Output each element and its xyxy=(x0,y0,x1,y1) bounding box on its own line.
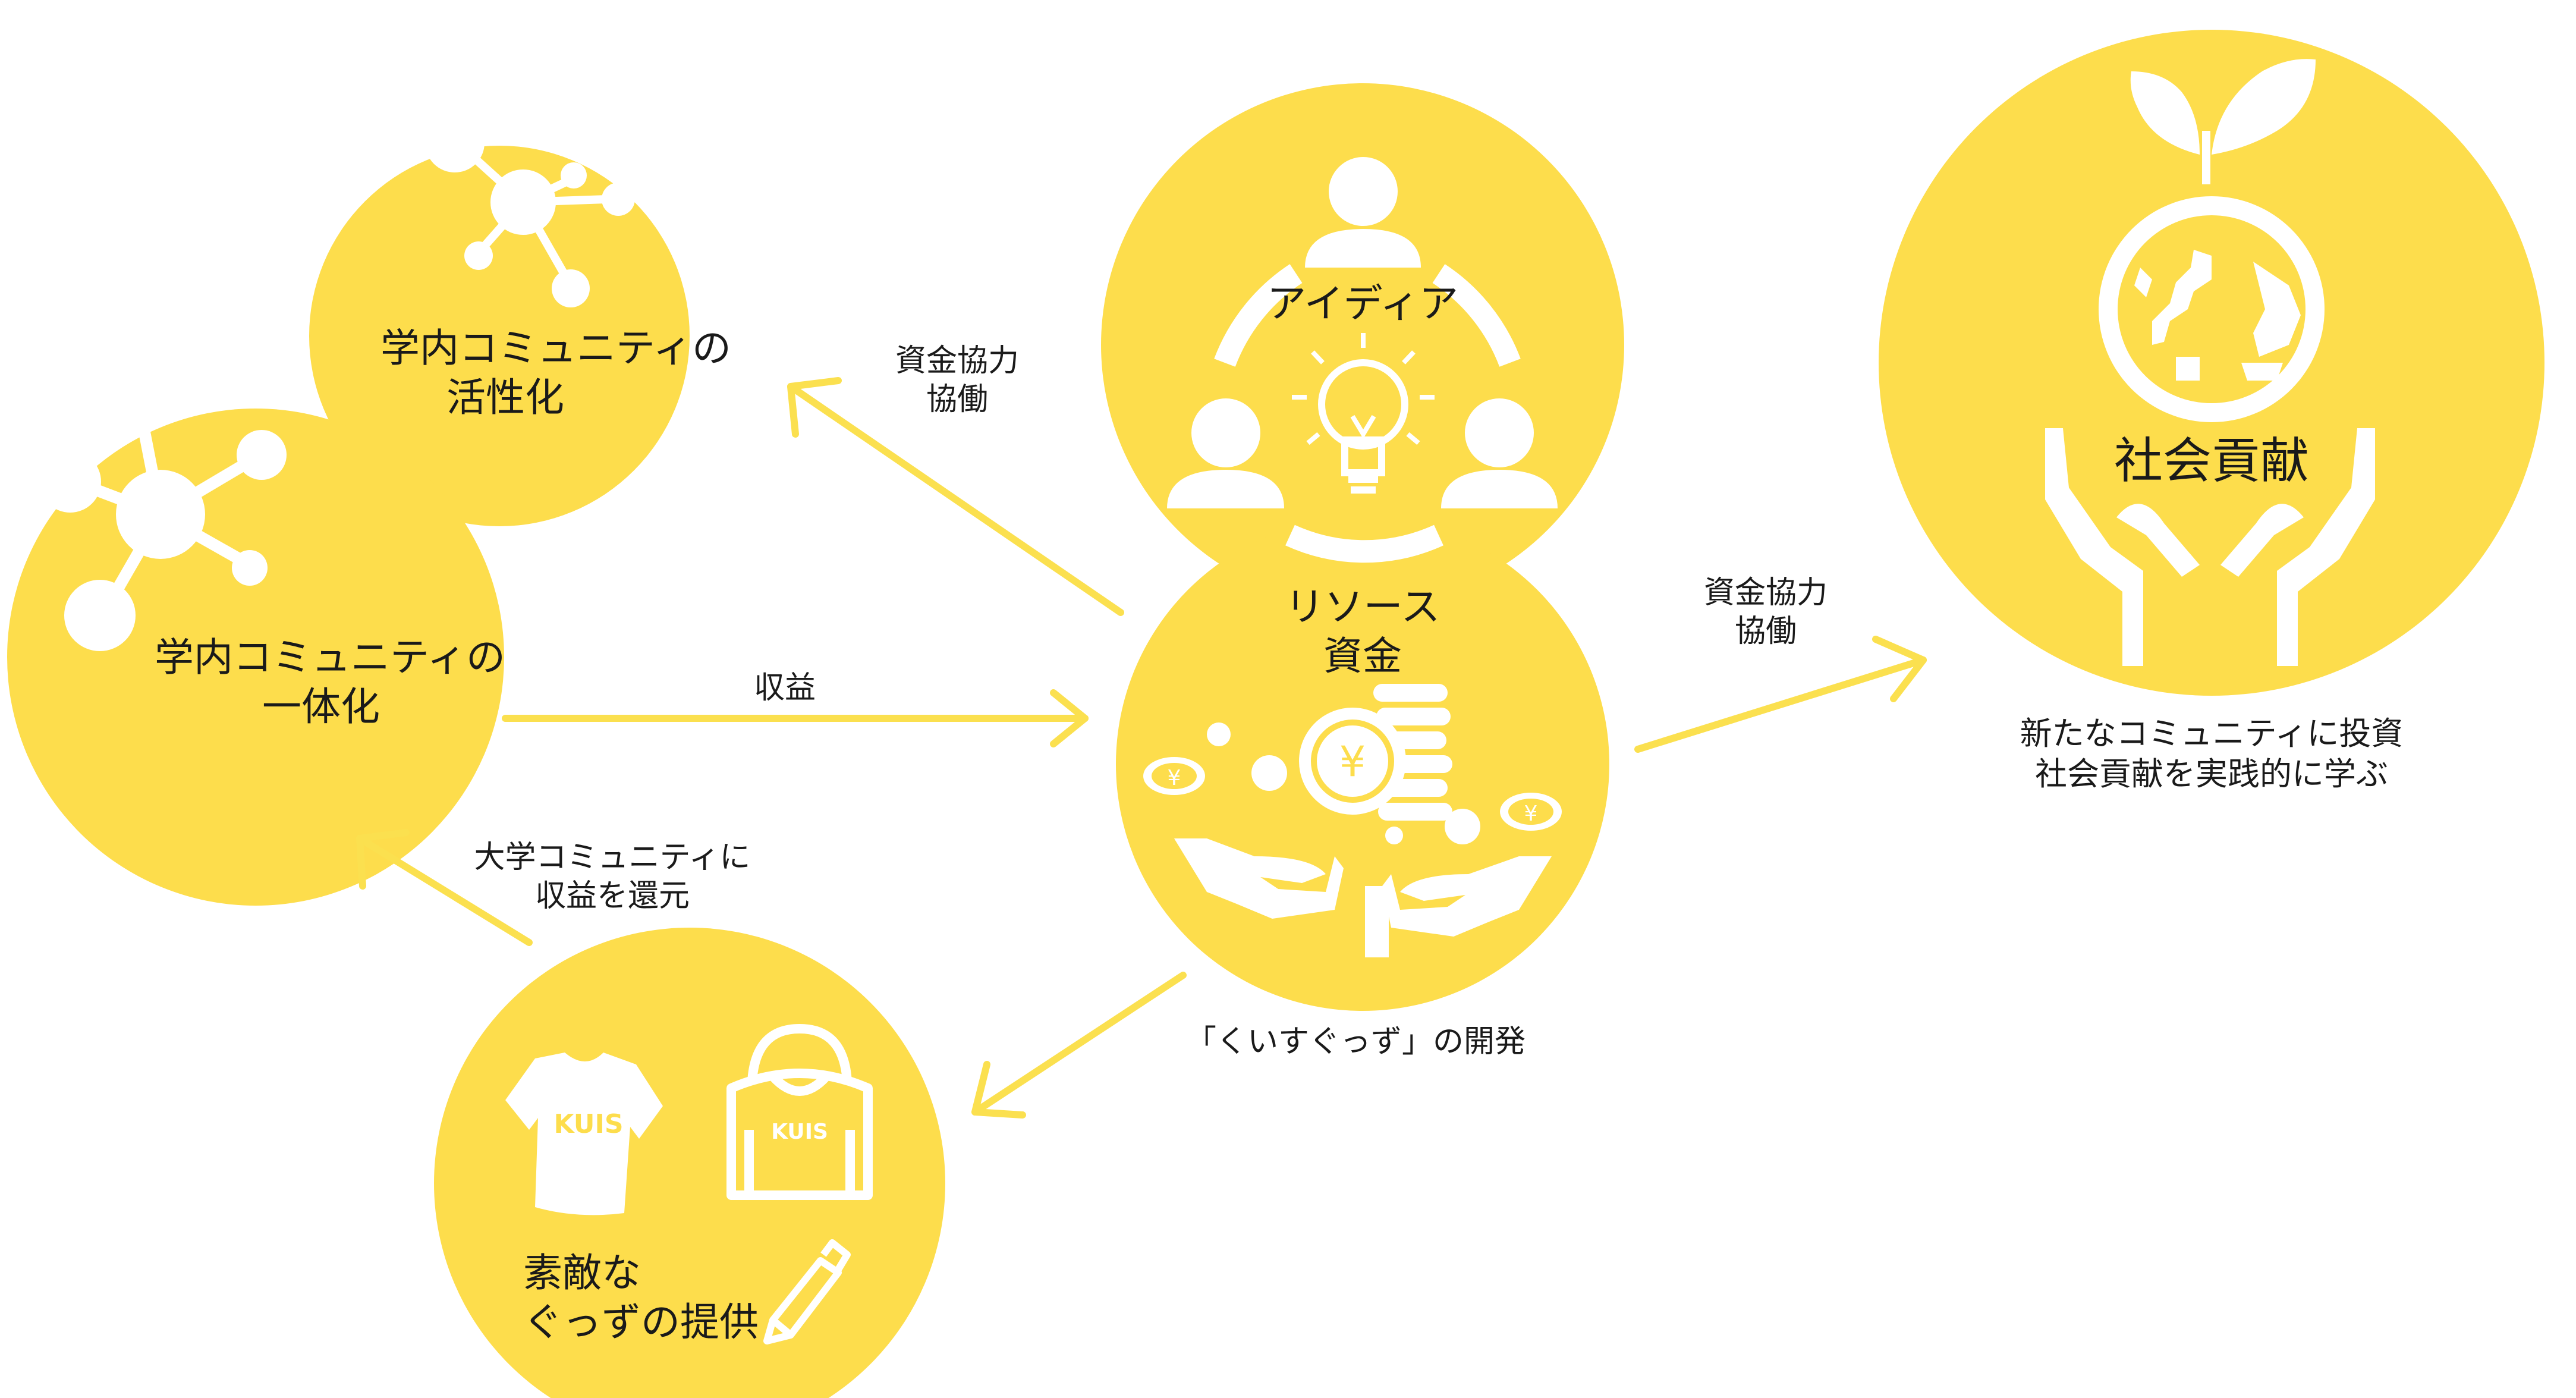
edge-label-return-univ: 大学コミュニティに 収益を還元 xyxy=(452,838,773,916)
arrow-to-social xyxy=(1634,656,1927,753)
person-icon xyxy=(1441,398,1558,508)
person-icon xyxy=(1167,398,1284,508)
social-label: 社会貢献 xyxy=(2093,431,2330,492)
edge-label-to-unity: 収益 xyxy=(713,669,856,708)
cycle-arrows-icon xyxy=(1214,264,1521,563)
svg-text:¥: ¥ xyxy=(1339,737,1366,786)
unity-label-line1: 学内コミュニティの xyxy=(155,634,506,680)
edge-label-to-social-line2: 協働 xyxy=(1734,614,1797,649)
unity-label: 学内コミュニティの 一体化 xyxy=(155,633,506,731)
globe-sprout-icon xyxy=(2099,59,2325,422)
arrow-development-head xyxy=(971,1061,1026,1119)
svg-text:¥: ¥ xyxy=(1168,766,1181,790)
giving-hands-icon xyxy=(1174,838,1552,957)
resources-label: リソース 資金 xyxy=(1256,583,1470,681)
arrow-to-activation xyxy=(787,383,1124,616)
hoodie-logo-text: KUIS xyxy=(771,1120,828,1144)
ideas-icons xyxy=(1167,157,1558,563)
svg-text:¥: ¥ xyxy=(1524,802,1538,826)
activation-label: 学内コミュニティの 活性化 xyxy=(380,324,732,422)
resources-icons: ¥ ¥ ¥ xyxy=(1143,684,1562,957)
social-caption-line2: 社会貢献を実践的に学ぶ xyxy=(2035,755,2388,793)
goods-icons: KUIS KUIS xyxy=(505,1024,873,1344)
edge-label-to-social-line1: 資金協力 xyxy=(1703,575,1828,611)
goods-label-line1: 素敵な xyxy=(523,1250,641,1296)
social-label-text: 社会貢献 xyxy=(2113,433,2309,489)
arrow-to-social-head xyxy=(1872,636,1927,702)
activation-label-line2: 活性化 xyxy=(446,374,564,420)
unity-label-line2: 一体化 xyxy=(262,683,380,730)
arrow-development xyxy=(971,972,1187,1116)
person-icon xyxy=(1305,157,1421,268)
edge-label-to-activation-line1: 資金協力 xyxy=(895,343,1019,379)
activation-label-line1: 学内コミュニティの xyxy=(380,325,732,371)
goods-label-line2: ぐっずの提供 xyxy=(523,1299,759,1345)
arrow-return-univ xyxy=(356,835,533,946)
edge-label-to-social: 資金協力 協働 xyxy=(1665,574,1867,651)
yen-coin-icon: ¥ xyxy=(1299,708,1406,815)
edge-label-return-univ-line1: 大学コミュニティに xyxy=(474,840,751,875)
edge-label-development-text: 「くいすぐっず」の開発 xyxy=(1185,1024,1526,1060)
goods-circle xyxy=(434,928,945,1398)
social-caption-line1: 新たなコミュニティに投資 xyxy=(2020,715,2404,752)
ideas-label-text: アイディア xyxy=(1266,281,1459,326)
ideas-label: アイディア xyxy=(1256,279,1470,329)
edge-label-to-activation: 資金協力 協働 xyxy=(856,342,1058,419)
yen-coin-icon: ¥ xyxy=(1500,793,1562,831)
goods-label: 素敵な ぐっずの提供 xyxy=(523,1249,773,1347)
tshirt-icon: KUIS xyxy=(505,1053,663,1215)
edge-label-development: 「くいすぐっず」の開発 xyxy=(1130,1023,1581,1061)
molecule-network-icon-large xyxy=(39,375,287,651)
edge-label-to-activation-line2: 協働 xyxy=(926,382,988,417)
cupped-hands-icon xyxy=(2045,428,2375,666)
hoodie-icon xyxy=(726,1024,873,1200)
lightbulb-icon xyxy=(1292,333,1435,494)
social-caption: 新たなコミュニティに投資 社会貢献を実践的に学ぶ xyxy=(1980,714,2443,794)
molecule-network-icon xyxy=(425,113,635,307)
edge-label-return-univ-line2: 収益を還元 xyxy=(534,878,690,914)
arrow-to-activation-head xyxy=(787,377,842,438)
tshirt-logo-text: KUIS xyxy=(553,1109,623,1139)
activation-circle xyxy=(309,146,690,526)
resources-label-line1: リソース xyxy=(1285,584,1440,630)
arrows xyxy=(356,377,1927,1119)
resources-label-line2: 資金 xyxy=(1323,633,1402,679)
arrow-to-unity-head xyxy=(1050,689,1089,747)
edge-label-to-unity-text: 収益 xyxy=(753,670,816,706)
pen-icon xyxy=(763,1239,851,1344)
arrow-return-univ-head xyxy=(356,829,410,890)
yen-coin-icon: ¥ xyxy=(1143,757,1205,795)
social-icons xyxy=(2045,59,2375,666)
